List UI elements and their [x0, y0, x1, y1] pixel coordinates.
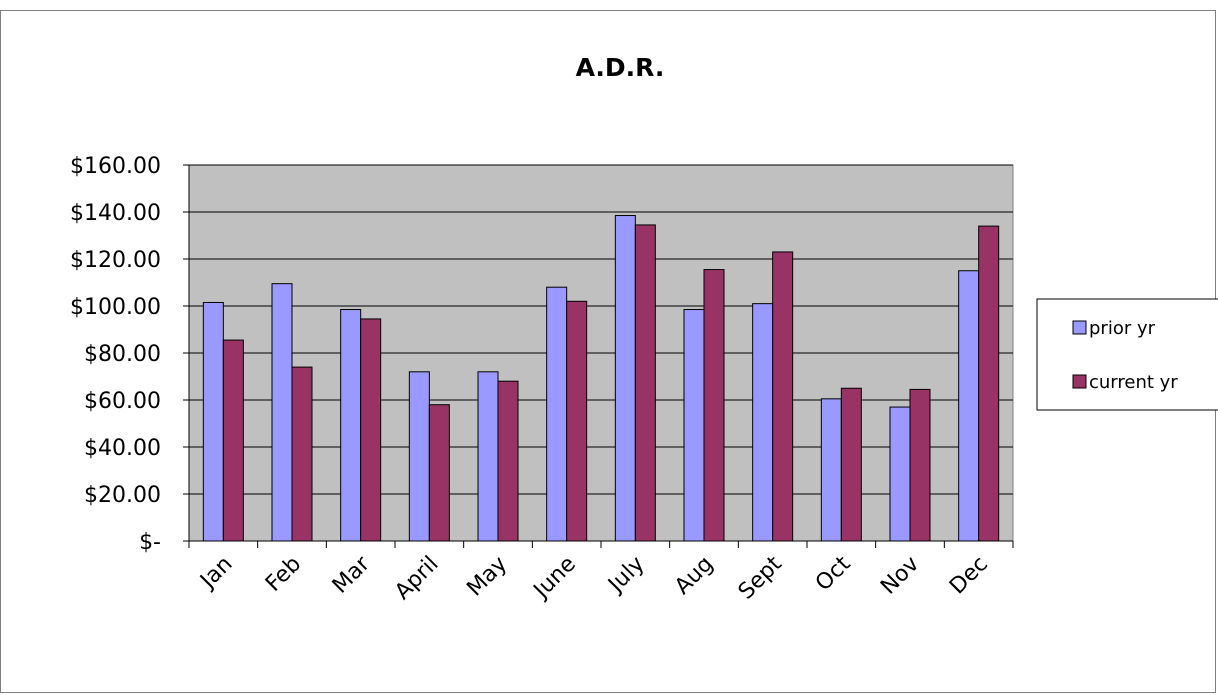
- legend: prior yr current yr: [1036, 298, 1218, 411]
- x-tick-label: Mar: [328, 551, 376, 599]
- bar-prior-yr-jan: [202, 301, 224, 542]
- y-tick-label: $80.00: [84, 342, 161, 367]
- legend-label: current yr: [1089, 372, 1178, 393]
- y-tick-label: $40.00: [84, 436, 161, 461]
- bar-prior-yr-oct: [820, 398, 842, 542]
- legend-swatch: [1072, 374, 1087, 389]
- y-tick-label: $60.00: [84, 389, 161, 414]
- x-tick-label: Dec: [945, 552, 993, 600]
- bar-prior-yr-nov: [889, 406, 911, 542]
- plot-area: $- $20.00 $40.00 $60.00 $80.00 $100.00 $120.00…: [70, 154, 1014, 605]
- legend-box: [1036, 298, 1218, 411]
- bar-current-yr-june: [566, 300, 588, 542]
- y-tick-label: $100.00: [70, 295, 161, 320]
- bar-current-yr-nov: [909, 388, 931, 542]
- x-tick-label: April: [390, 552, 443, 605]
- x-tick-label: Sept: [734, 551, 787, 604]
- bar-current-yr-sept: [772, 251, 794, 542]
- chart-title: A.D.R.: [576, 53, 665, 82]
- bar-current-yr-april: [428, 404, 450, 542]
- y-tick-label: $140.00: [70, 201, 161, 226]
- y-tick-label: $160.00: [70, 154, 161, 179]
- bar-current-yr-may: [497, 380, 519, 542]
- x-tick-label: Oct: [811, 551, 856, 596]
- bar-prior-yr-feb: [271, 283, 293, 542]
- y-tick-label: $20.00: [84, 483, 161, 508]
- bar-current-yr-oct: [840, 387, 862, 542]
- bar-current-yr-jan: [222, 339, 244, 542]
- bar-current-yr-mar: [360, 318, 382, 542]
- y-tick-label: $-: [139, 530, 161, 555]
- x-tick-label: Jan: [194, 552, 237, 595]
- bar-current-yr-feb: [291, 366, 313, 542]
- bar-prior-yr-april: [408, 371, 430, 542]
- bar-prior-yr-sept: [752, 303, 774, 542]
- legend-label: prior yr: [1089, 318, 1156, 339]
- bar-prior-yr-mar: [340, 309, 362, 542]
- x-tick-label: Feb: [261, 552, 306, 597]
- x-tick-label: May: [462, 552, 512, 602]
- x-tick-label: July: [602, 552, 649, 599]
- bar-prior-yr-june: [546, 286, 568, 542]
- legend-swatch: [1072, 320, 1087, 335]
- bar-prior-yr-july: [614, 215, 636, 542]
- bar-prior-yr-aug: [683, 309, 705, 542]
- bar-prior-yr-dec: [958, 270, 980, 542]
- x-tick-label: Aug: [670, 552, 718, 600]
- x-tick-label: Nov: [876, 552, 924, 600]
- bar-current-yr-aug: [703, 269, 725, 542]
- x-tick-label: June: [528, 552, 581, 605]
- bar-prior-yr-may: [477, 371, 499, 542]
- bar-current-yr-dec: [978, 225, 1000, 542]
- bar-current-yr-july: [634, 224, 656, 542]
- y-tick-label: $120.00: [70, 248, 161, 273]
